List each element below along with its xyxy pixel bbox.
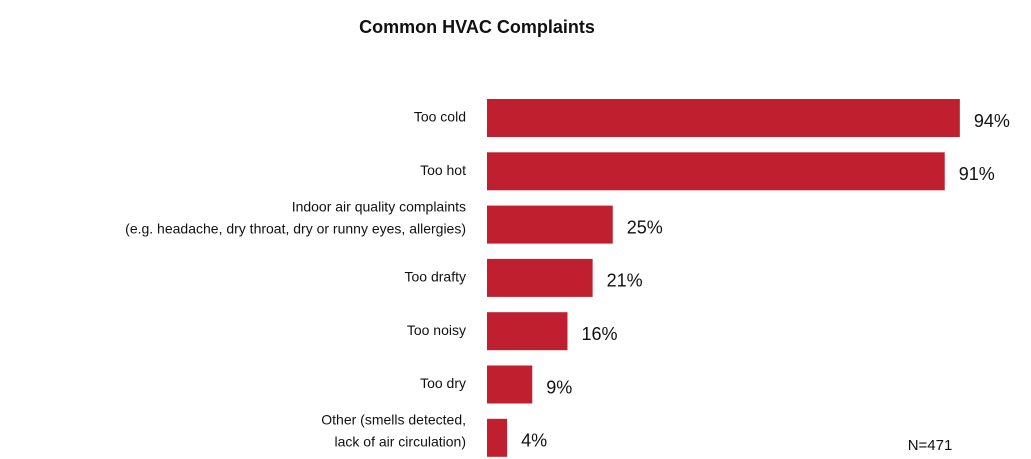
value-label: 91% <box>959 164 995 184</box>
category-label: Too cold <box>414 109 466 125</box>
chart-title: Common HVAC Complaints <box>359 17 595 37</box>
bar <box>487 365 533 404</box>
bar <box>487 418 508 457</box>
category-label: Too dry <box>420 375 466 391</box>
category-label: Indoor air quality complaints <box>292 198 466 214</box>
value-label: 94% <box>974 111 1010 131</box>
category-label: lack of air circulation) <box>335 434 467 450</box>
category-label: (e.g. headache, dry throat, dry or runny… <box>125 220 466 236</box>
bar <box>487 258 593 297</box>
value-label: 9% <box>546 377 572 397</box>
annotation: N=471 <box>908 437 953 454</box>
bar <box>487 205 613 244</box>
bar <box>487 99 960 137</box>
category-label: Other (smells detected, <box>321 412 466 428</box>
category-label: Too noisy <box>407 322 466 338</box>
bar <box>487 152 945 191</box>
value-label: 21% <box>607 271 643 291</box>
category-label: Too drafty <box>405 269 466 285</box>
category-label: Too hot <box>420 162 466 178</box>
value-label: 16% <box>581 324 617 344</box>
bar <box>487 312 568 351</box>
value-label: 25% <box>627 217 663 237</box>
value-label: 4% <box>521 431 547 451</box>
